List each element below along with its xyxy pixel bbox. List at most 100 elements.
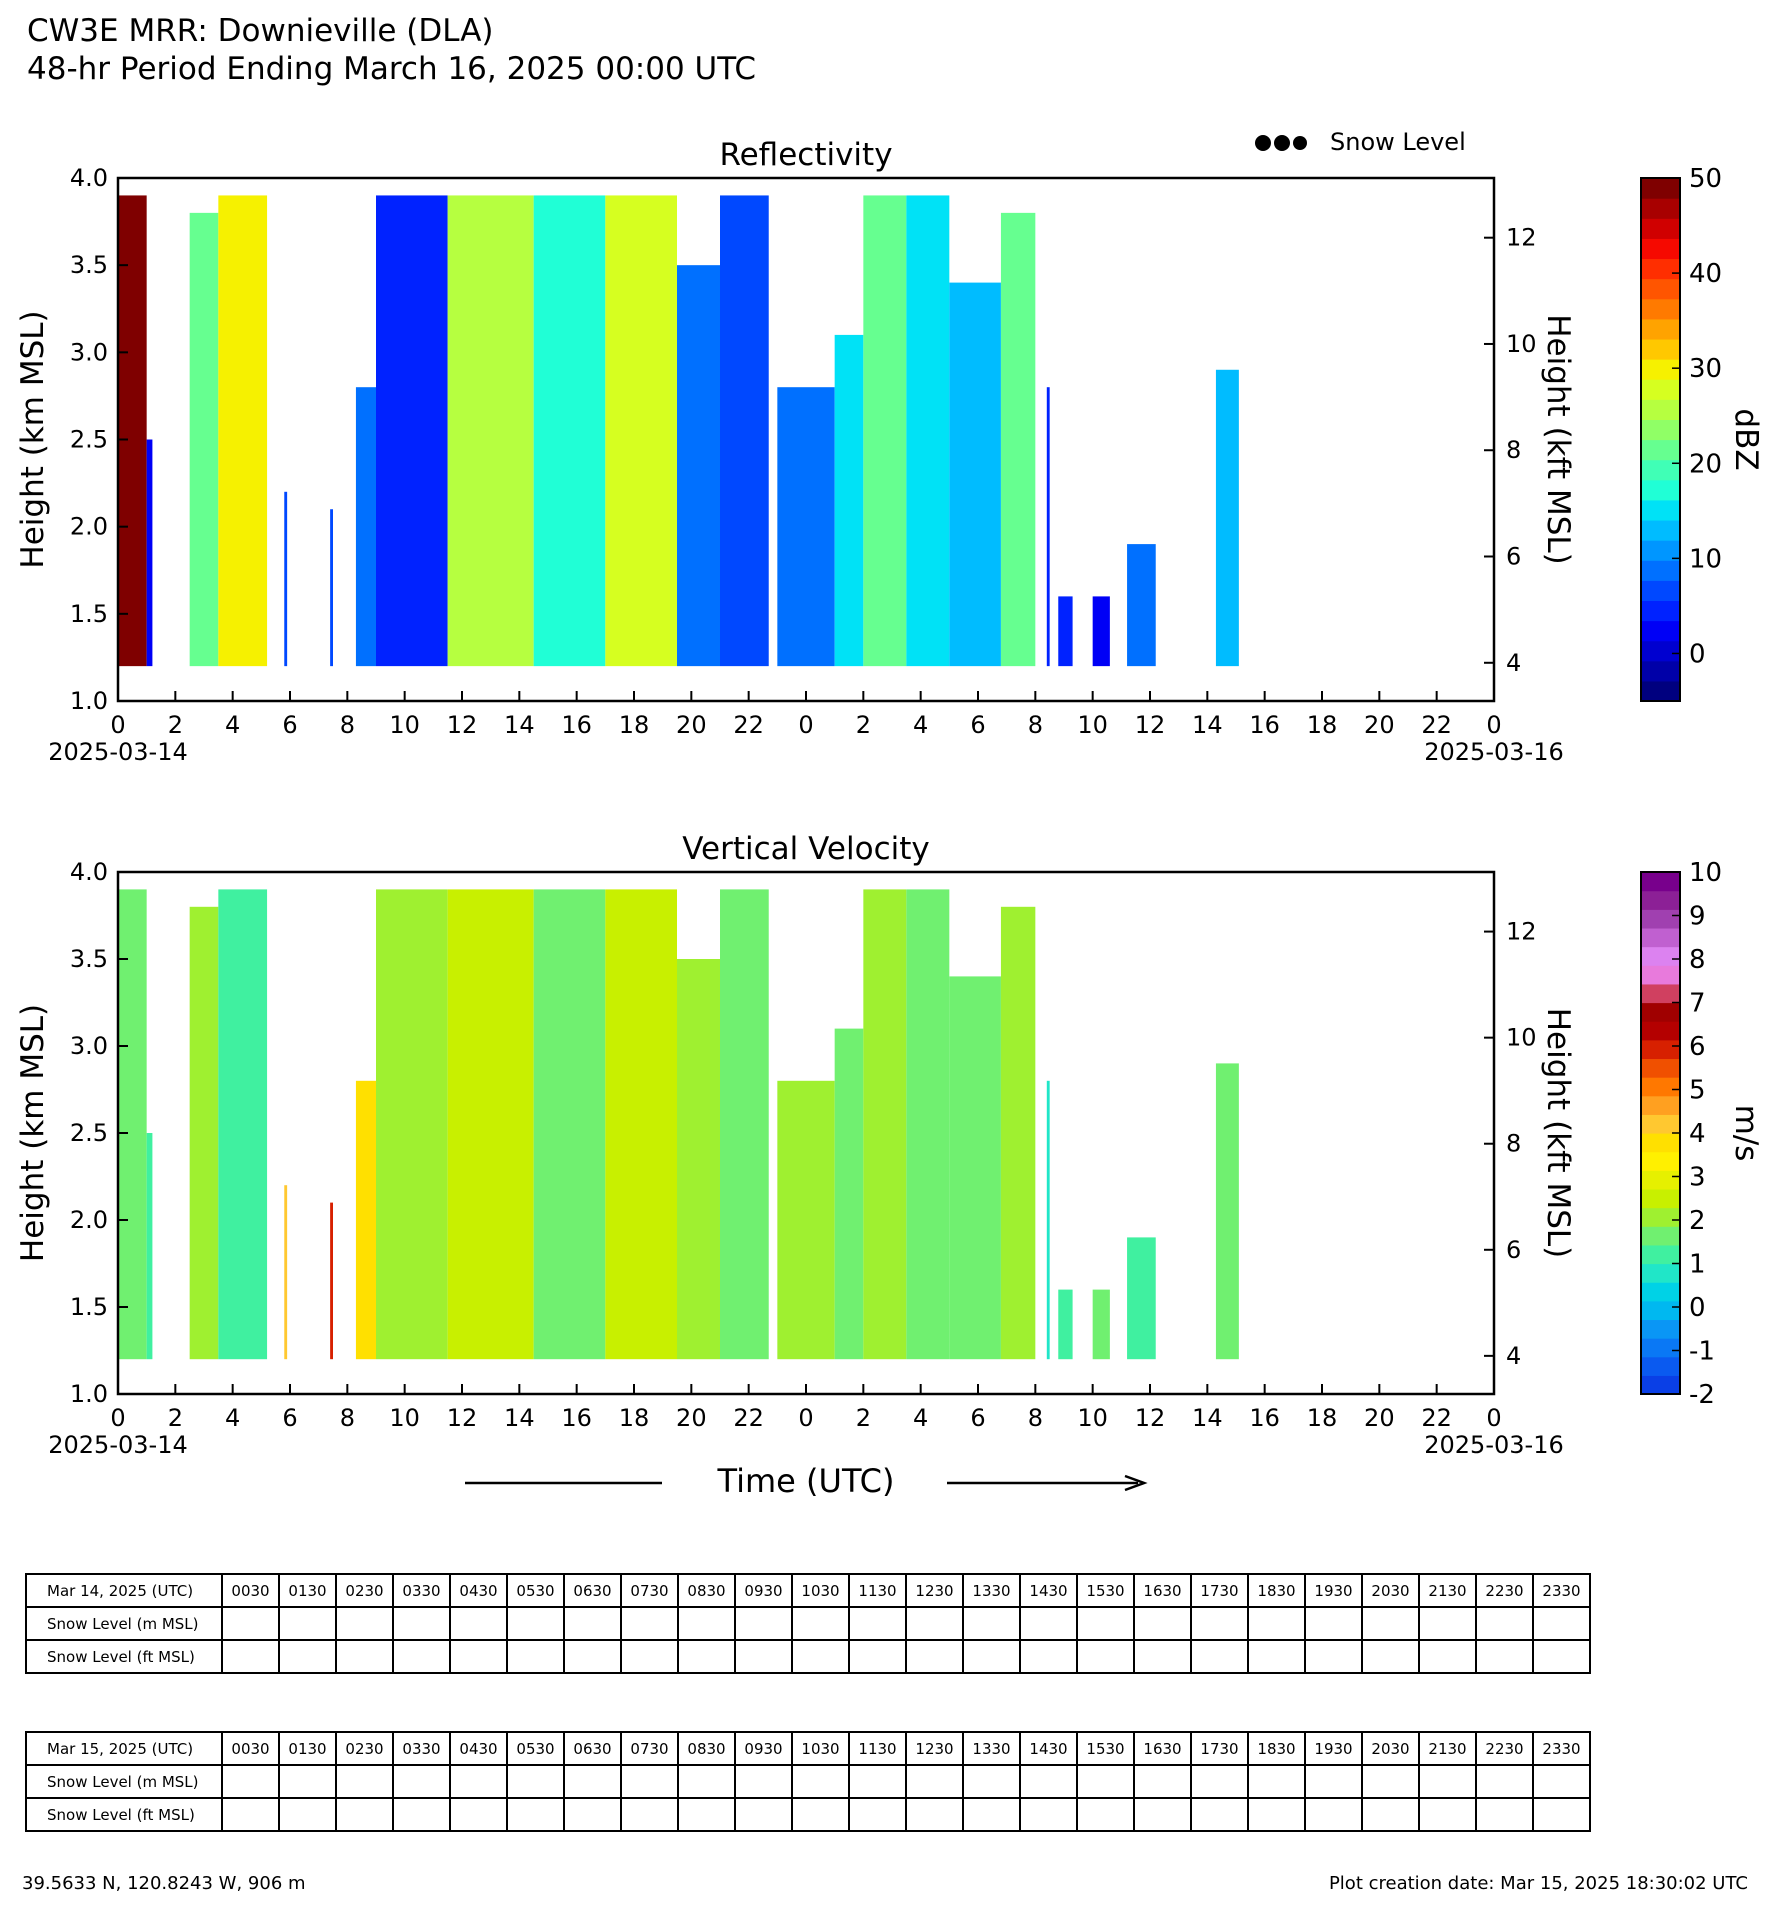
table-cell [1133, 1764, 1192, 1799]
table-cell [506, 1797, 565, 1832]
echo-segment [330, 509, 333, 667]
table-cell [1076, 1606, 1135, 1641]
y-tick-label: 3.5 [70, 251, 108, 279]
x-tick-label: 0 [798, 1404, 813, 1432]
x-tick-label: 6 [970, 1404, 985, 1432]
table-cell [1190, 1764, 1249, 1799]
colorbar-swatch [1641, 983, 1680, 1004]
table-row-label: Mar 15, 2025 (UTC) [25, 1731, 223, 1766]
echo-segment [533, 195, 606, 667]
table-cell: 0530 [506, 1731, 565, 1766]
colorbar-tick-label: 5 [1689, 1076, 1706, 1106]
y-tick-label: 3.5 [70, 945, 108, 973]
table-cell [1418, 1606, 1477, 1641]
colorbar-swatch [1641, 1207, 1680, 1227]
x-tick-label: 0 [110, 1404, 125, 1432]
table-cell [905, 1606, 964, 1641]
x-tick-label: 6 [970, 711, 985, 739]
table-cell [335, 1797, 394, 1832]
table-cell [1247, 1764, 1306, 1799]
colorbar-swatch [1641, 439, 1680, 461]
colorbar-swatch [1641, 580, 1680, 602]
x-tick-label: 12 [1135, 711, 1166, 739]
colorbar-tick-label: 0 [1689, 1293, 1706, 1323]
table-cell: 0430 [449, 1573, 508, 1608]
table-cell [620, 1797, 679, 1832]
colorbar-swatch [1641, 338, 1680, 360]
colorbar-swatch [1641, 258, 1680, 280]
table-cell: 2130 [1418, 1573, 1477, 1608]
table-cell [677, 1764, 736, 1799]
colorbar-swatch [1641, 1356, 1680, 1376]
colorbar-swatch [1641, 540, 1680, 561]
y-tick-label: 1.0 [70, 687, 108, 715]
colorbar-swatch [1641, 459, 1680, 481]
table-cell: 0530 [506, 1573, 565, 1608]
table-cell [1076, 1797, 1135, 1832]
table-cell [506, 1639, 565, 1674]
table-cell [278, 1797, 337, 1832]
table-row: Snow Level (m MSL) [25, 1606, 1591, 1641]
echo-segment [189, 906, 219, 1360]
table-cell [1019, 1764, 1078, 1799]
colorbar-swatch [1641, 238, 1680, 260]
x-tick-label: 0 [1486, 711, 1501, 739]
echo-segment [355, 1080, 376, 1360]
table-cell [563, 1797, 622, 1832]
table-cell [1475, 1797, 1534, 1832]
panel-title: Vertical Velocity [682, 831, 930, 867]
colorbar-tick-label: 2 [1689, 1206, 1706, 1236]
echo-segment [834, 334, 864, 667]
table-cell [449, 1797, 508, 1832]
echo-segment [863, 889, 907, 1360]
colorbar-tick-label: 4 [1689, 1119, 1706, 1149]
y-tick-label-right: 4 [1506, 649, 1521, 677]
y-tick-label: 1.0 [70, 1380, 108, 1408]
table-cell [1133, 1606, 1192, 1641]
colorbar-swatch [1641, 560, 1680, 581]
y-tick-label: 2.5 [70, 1119, 108, 1147]
table-cell: 2030 [1361, 1731, 1420, 1766]
echo-segment [720, 889, 769, 1360]
table-cell: 1730 [1190, 1573, 1249, 1608]
x-tick-label: 0 [798, 711, 813, 739]
y-tick-label-right: 12 [1506, 918, 1537, 946]
x-tick-label: 0 [1486, 1404, 1501, 1432]
table-cell [449, 1606, 508, 1641]
colorbar-swatch [1641, 1002, 1680, 1022]
table-cell: 2330 [1532, 1731, 1591, 1766]
table-cell [1532, 1764, 1591, 1799]
table-header-row: Mar 15, 2025 (UTC) 0030 0130 0230 0330 0430 05… [25, 1731, 1591, 1766]
table-cell [677, 1797, 736, 1832]
table-cell: 0730 [620, 1731, 679, 1766]
colorbar-swatch [1641, 1114, 1680, 1134]
table-cell [734, 1797, 793, 1832]
snow-level-table-day2: Mar 15, 2025 (UTC) 0030 0130 0230 0330 0430 05… [25, 1731, 1591, 1832]
colorbar-tick-label: 6 [1689, 1032, 1706, 1062]
colorbar-swatch [1641, 1282, 1680, 1302]
table-cell: 0830 [677, 1731, 736, 1766]
table-cell: 1930 [1304, 1573, 1363, 1608]
table-cell [392, 1764, 451, 1799]
table-cell [221, 1639, 280, 1674]
table-cell [1532, 1606, 1591, 1641]
echo-segment [284, 491, 288, 667]
table-cell [1418, 1797, 1477, 1832]
colorbar-swatch [1641, 298, 1680, 320]
echo-segment [1215, 1063, 1239, 1360]
table-cell: 0130 [278, 1731, 337, 1766]
table-row-label: Snow Level (m MSL) [25, 1606, 223, 1641]
echo-segment [677, 959, 720, 1360]
table-cell [1418, 1764, 1477, 1799]
y-axis-label-left: Height (km MSL) [15, 310, 51, 568]
table-cell [1019, 1639, 1078, 1674]
x-tick-label: 4 [913, 711, 928, 739]
figure-title-line2: 48-hr Period Ending March 16, 2025 00:00… [27, 51, 756, 87]
echo-segment [906, 195, 950, 667]
table-cell [905, 1764, 964, 1799]
table-cell: 0330 [392, 1573, 451, 1608]
x-date-start: 2025-03-14 [48, 1431, 187, 1459]
colorbar-tick-label: 20 [1689, 449, 1722, 479]
colorbar-swatch [1641, 1077, 1680, 1097]
echo-segment [376, 195, 448, 667]
